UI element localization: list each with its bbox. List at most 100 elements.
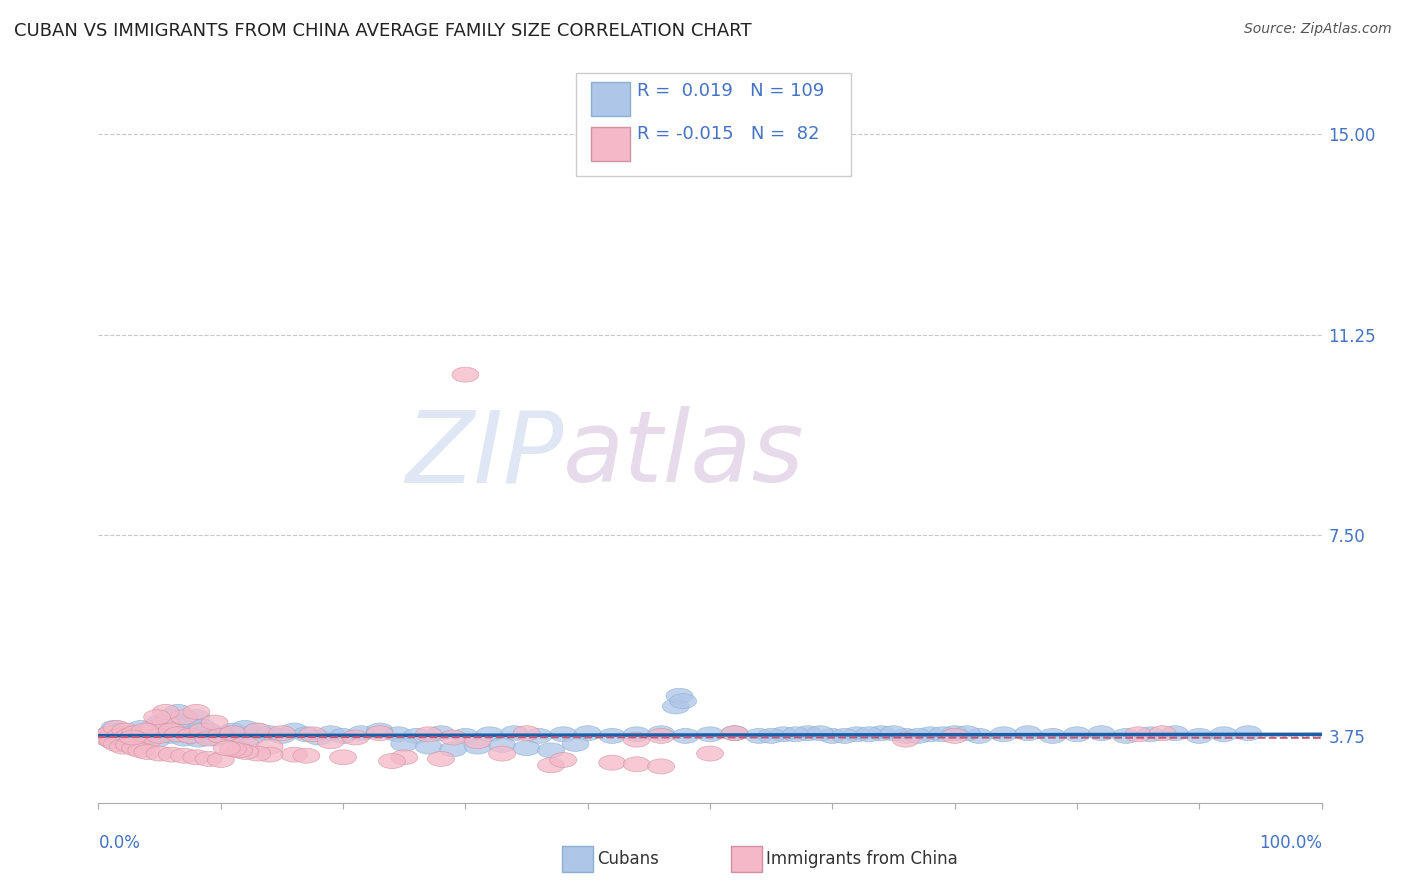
Ellipse shape (110, 729, 136, 743)
Ellipse shape (131, 723, 159, 738)
Ellipse shape (489, 738, 516, 753)
Ellipse shape (404, 729, 430, 743)
Ellipse shape (501, 726, 527, 740)
Ellipse shape (347, 726, 375, 740)
Ellipse shape (281, 747, 308, 762)
Ellipse shape (141, 729, 167, 743)
Ellipse shape (120, 730, 146, 745)
Ellipse shape (122, 727, 149, 742)
Ellipse shape (195, 751, 222, 766)
Ellipse shape (550, 727, 576, 742)
Ellipse shape (146, 715, 173, 730)
Ellipse shape (329, 729, 357, 743)
Ellipse shape (941, 729, 969, 743)
Ellipse shape (245, 723, 271, 738)
Ellipse shape (115, 726, 142, 740)
Ellipse shape (201, 731, 228, 746)
Ellipse shape (188, 719, 217, 734)
Ellipse shape (427, 726, 454, 740)
Ellipse shape (562, 737, 589, 751)
Ellipse shape (100, 734, 127, 748)
Ellipse shape (156, 710, 183, 724)
Ellipse shape (152, 715, 179, 730)
Ellipse shape (758, 729, 785, 743)
Ellipse shape (669, 694, 696, 708)
Ellipse shape (917, 727, 943, 742)
Ellipse shape (807, 726, 834, 740)
Ellipse shape (599, 756, 626, 770)
Ellipse shape (152, 727, 179, 742)
Ellipse shape (1039, 729, 1066, 743)
Ellipse shape (513, 740, 540, 756)
Ellipse shape (146, 729, 173, 743)
Ellipse shape (152, 705, 179, 719)
Ellipse shape (169, 723, 195, 738)
Text: ZIP: ZIP (405, 407, 564, 503)
Text: R = -0.015   N =  82: R = -0.015 N = 82 (637, 125, 820, 143)
Ellipse shape (623, 727, 650, 742)
Ellipse shape (745, 729, 772, 743)
Ellipse shape (550, 753, 576, 767)
Ellipse shape (831, 729, 858, 743)
Ellipse shape (131, 727, 159, 742)
Ellipse shape (941, 726, 969, 740)
Ellipse shape (929, 727, 956, 742)
Ellipse shape (183, 710, 209, 724)
Ellipse shape (120, 732, 146, 747)
Ellipse shape (648, 729, 675, 743)
Ellipse shape (953, 726, 980, 740)
Ellipse shape (672, 729, 699, 743)
Ellipse shape (128, 743, 155, 758)
Ellipse shape (574, 726, 602, 740)
Ellipse shape (770, 727, 797, 742)
Ellipse shape (299, 727, 326, 742)
Ellipse shape (256, 747, 283, 762)
Ellipse shape (112, 723, 139, 738)
Text: Source: ZipAtlas.com: Source: ZipAtlas.com (1244, 22, 1392, 37)
Ellipse shape (489, 746, 516, 761)
Ellipse shape (101, 721, 128, 735)
Ellipse shape (342, 730, 368, 745)
Ellipse shape (464, 734, 491, 748)
Ellipse shape (367, 723, 394, 738)
Ellipse shape (107, 729, 134, 743)
Ellipse shape (128, 730, 155, 745)
Ellipse shape (415, 727, 441, 742)
Ellipse shape (966, 729, 993, 743)
Ellipse shape (143, 710, 170, 724)
Ellipse shape (180, 726, 207, 740)
Ellipse shape (1149, 726, 1175, 740)
Ellipse shape (256, 739, 283, 754)
Ellipse shape (170, 731, 197, 746)
Ellipse shape (188, 723, 217, 738)
Ellipse shape (367, 726, 394, 740)
Ellipse shape (305, 730, 332, 745)
Ellipse shape (427, 751, 454, 766)
Ellipse shape (97, 726, 124, 740)
Ellipse shape (1125, 727, 1152, 742)
Ellipse shape (662, 699, 689, 714)
Ellipse shape (136, 723, 163, 738)
Ellipse shape (537, 758, 564, 772)
Ellipse shape (1088, 726, 1115, 740)
Ellipse shape (177, 729, 204, 743)
Ellipse shape (94, 731, 122, 746)
Ellipse shape (1063, 727, 1091, 742)
Ellipse shape (124, 734, 150, 748)
Text: 0.0%: 0.0% (98, 834, 141, 852)
Ellipse shape (128, 721, 155, 735)
Ellipse shape (526, 729, 553, 743)
Ellipse shape (225, 743, 253, 758)
Ellipse shape (1015, 726, 1042, 740)
Ellipse shape (195, 731, 222, 746)
Ellipse shape (91, 729, 118, 743)
Ellipse shape (238, 730, 264, 745)
Ellipse shape (107, 723, 134, 738)
Ellipse shape (318, 734, 344, 748)
Ellipse shape (1211, 727, 1237, 742)
Ellipse shape (256, 726, 283, 740)
Ellipse shape (165, 705, 191, 719)
Ellipse shape (378, 754, 405, 769)
Ellipse shape (245, 746, 271, 761)
Ellipse shape (120, 730, 146, 745)
